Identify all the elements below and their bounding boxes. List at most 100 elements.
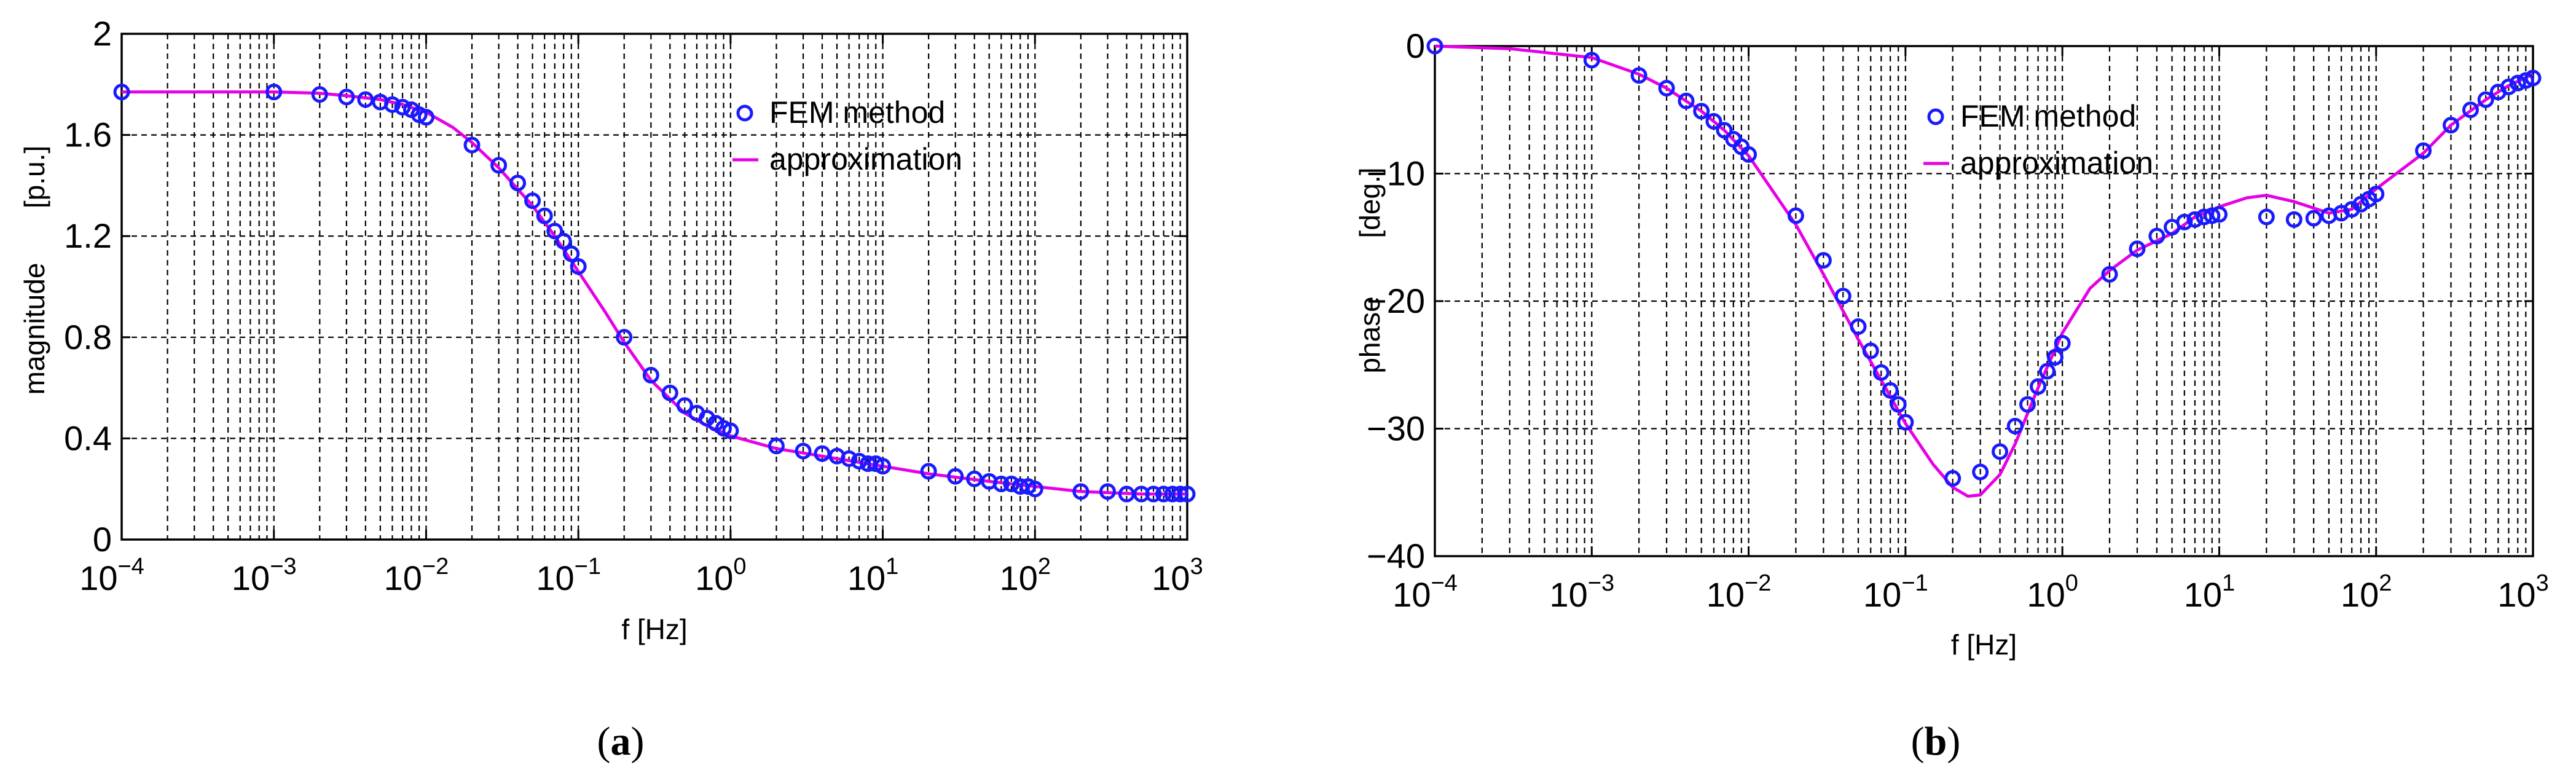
data-point [1426,37,1443,55]
data-point [1897,414,1914,431]
panel-caption: (b) [1911,719,1961,764]
data-point [966,470,983,487]
y-tick-label: −10 [1367,154,1425,193]
data-point [814,445,831,462]
legend-label-approximation: approximation [769,142,962,176]
data-point [1992,443,2009,460]
data-point [2038,363,2056,380]
x-tick-exponent: 2 [1038,554,1051,580]
x-tick-base: 10 [695,559,733,597]
x-tick-base: 10 [79,559,117,597]
x-tick-exponent: 3 [1190,554,1203,580]
data-point [555,232,572,250]
data-point [570,258,587,275]
data-point [947,468,964,485]
data-point [1740,146,1757,163]
x-tick-exponent: −3 [1588,570,1614,596]
data-point [1787,207,1804,224]
data-point [1172,485,1189,503]
data-point [2019,396,2036,413]
data-point [1155,485,1172,503]
data-point [2415,142,2432,159]
x-tick-label: 102 [2341,570,2392,614]
y-tick-label: 0 [93,520,112,559]
data-point [1099,483,1116,500]
data-point [2006,417,2024,434]
x-tick-exponent: −1 [1901,570,1928,596]
x-tick-exponent: 3 [2536,570,2549,596]
data-point [1705,112,1722,130]
data-point [1815,252,1832,269]
data-point [1658,79,1675,96]
plot-frame [120,33,1188,541]
data-point [2046,348,2064,366]
data-point [1179,485,1196,503]
data-point [1003,475,1020,492]
y-tick-label: 0.8 [64,318,112,356]
x-tick-base: 10 [2341,575,2379,614]
data-point [2524,69,2542,87]
data-point [2054,334,2071,352]
y-axis-unit: [p.u.] [18,146,50,208]
y-tick-label: 0 [1406,26,1425,65]
x-tick-exponent: −2 [1745,570,1771,596]
x-tick-label: 10−1 [1863,570,1928,614]
x-tick-base: 10 [2497,575,2535,614]
x-tick-label: 10−2 [384,554,449,597]
caption-open: ( [597,719,611,764]
data-point [661,384,678,401]
data-point [338,88,355,106]
x-tick-exponent: 0 [733,554,746,580]
x-tick-base: 10 [1152,559,1190,597]
data-point [383,96,401,113]
x-tick-exponent: −4 [117,554,144,580]
x-axis-label: f [Hz] [621,613,687,645]
data-point [1693,103,1710,120]
data-point [2176,213,2193,230]
data-point [642,367,659,384]
y-tick-label: 1.6 [64,116,112,154]
caption-close: ) [1947,719,1960,764]
data-point [536,207,553,224]
data-point [490,157,508,174]
data-point [1716,122,1733,139]
data-point [311,86,328,103]
data-point [2477,91,2494,108]
x-tick-base: 10 [2027,575,2065,614]
data-point [1072,483,1090,500]
grid [1435,46,2533,556]
x-tick-base: 10 [1549,575,1587,614]
x-tick-label: 103 [2497,570,2548,614]
data-point [2462,101,2479,119]
data-point [676,397,693,414]
y-tick-label: 1.2 [64,216,112,255]
data-point [874,458,892,475]
x-tick-base: 10 [1863,575,1901,614]
caption-letter: b [1925,719,1947,764]
data-point [1630,67,1647,84]
x-tick-label: 102 [1000,554,1051,597]
x-tick-base: 10 [2184,575,2222,614]
x-tick-label: 101 [2184,570,2235,614]
data-point [1882,382,1899,399]
data-point [920,463,937,480]
data-point [2305,210,2322,227]
legend-marker-fem [736,104,753,122]
data-point [1944,470,1961,487]
data-point [1678,92,1695,109]
x-tick-base: 10 [384,559,422,597]
x-tick-exponent: 0 [2065,570,2078,596]
x-tick-base: 10 [1000,559,1038,597]
y-tick-label: −30 [1367,409,1425,448]
x-tick-label: 10−4 [1392,570,1458,614]
data-point [1850,318,1867,335]
data-point [463,136,481,154]
x-tick-exponent: 1 [2222,570,2235,596]
data-point [394,98,411,116]
data-point [357,91,374,108]
data-point [2517,72,2534,89]
x-tick-label: 10−4 [79,554,144,597]
data-point [2443,117,2460,134]
